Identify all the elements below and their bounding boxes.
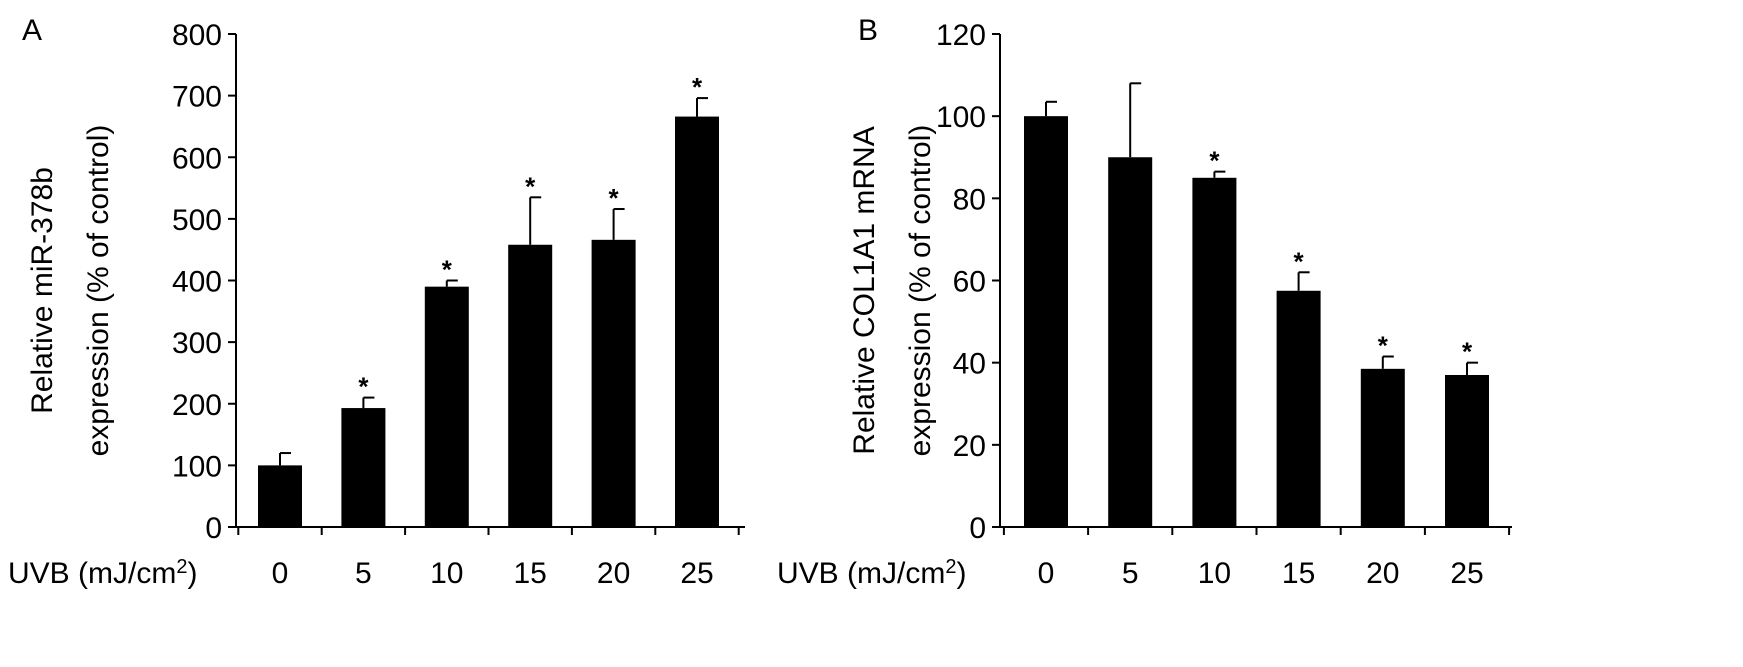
significance-marker: *	[525, 171, 536, 201]
x-tick-label: 0	[272, 557, 289, 590]
bar-10	[1192, 177, 1237, 527]
significance-marker: *	[358, 372, 369, 402]
x-tick-label: 25	[1450, 557, 1483, 590]
x-tick-label: 5	[1122, 557, 1139, 590]
y-tick-label: 400	[172, 266, 222, 299]
x-axis-label: UVB (mJ/cm2)	[8, 556, 197, 590]
bar-0	[258, 465, 302, 527]
y-tick-label: 0	[205, 512, 222, 545]
panel-label: B	[858, 14, 878, 47]
x-tick-label: 5	[355, 557, 372, 590]
bar-20	[1360, 368, 1405, 527]
x-tick-label: 25	[680, 557, 713, 590]
x-tick-label: 15	[1282, 557, 1315, 590]
bar-20	[591, 239, 636, 527]
y-tick-label: 200	[172, 389, 222, 422]
x-tick-label: 0	[1038, 557, 1055, 590]
y-axis-label-line1: Relative COL1A1 mRNA	[848, 126, 881, 454]
y-tick-label: 300	[172, 327, 222, 360]
y-tick-label: 800	[172, 19, 222, 52]
y-axis-label-line2: expression (% of control)	[904, 125, 937, 457]
x-axis-label-superscript: 2	[176, 556, 187, 578]
x-axis-label-main: UVB (mJ/cm	[8, 557, 176, 590]
x-tick-label: 20	[597, 557, 630, 590]
x-tick-label: 10	[1198, 557, 1231, 590]
y-tick-label: 100	[172, 450, 222, 483]
bar-5	[1108, 157, 1153, 527]
y-tick-label: 60	[953, 266, 986, 299]
x-axis-label-superscript: 2	[945, 556, 956, 578]
bar-10	[424, 286, 469, 527]
bar-25	[1445, 374, 1489, 527]
x-tick-label: 15	[514, 557, 547, 590]
x-axis-label: UVB (mJ/cm2)	[777, 556, 966, 590]
x-axis-label-end: )	[187, 557, 197, 590]
y-tick-label: 500	[172, 204, 222, 237]
y-tick-label: 80	[953, 183, 986, 216]
x-axis-label-main: UVB (mJ/cm	[777, 557, 945, 590]
bar-25	[675, 116, 719, 527]
y-tick-label: 120	[936, 19, 986, 52]
y-tick-label: 0	[969, 512, 986, 545]
x-tick-label: 10	[430, 557, 463, 590]
y-axis-label-line1: Relative miR-378b	[26, 167, 59, 414]
significance-marker: *	[692, 72, 703, 102]
y-tick-label: 20	[953, 430, 986, 463]
significance-marker: *	[1294, 246, 1305, 276]
bar-0	[1024, 116, 1068, 528]
bar-15	[1276, 290, 1321, 527]
bar-5	[341, 408, 386, 527]
significance-marker: *	[609, 183, 620, 213]
panel-label: A	[22, 14, 42, 47]
y-axis-label-line2: expression (% of control)	[82, 125, 115, 457]
significance-marker: *	[1209, 146, 1220, 176]
x-axis-label-end: )	[956, 557, 966, 590]
y-tick-label: 40	[953, 348, 986, 381]
significance-marker: *	[442, 255, 453, 285]
bar-15	[508, 244, 553, 527]
y-tick-label: 600	[172, 142, 222, 175]
y-tick-label: 100	[936, 101, 986, 134]
x-tick-label: 20	[1366, 557, 1399, 590]
significance-marker: *	[1462, 337, 1473, 367]
significance-marker: *	[1378, 331, 1389, 361]
y-tick-label: 700	[172, 81, 222, 114]
